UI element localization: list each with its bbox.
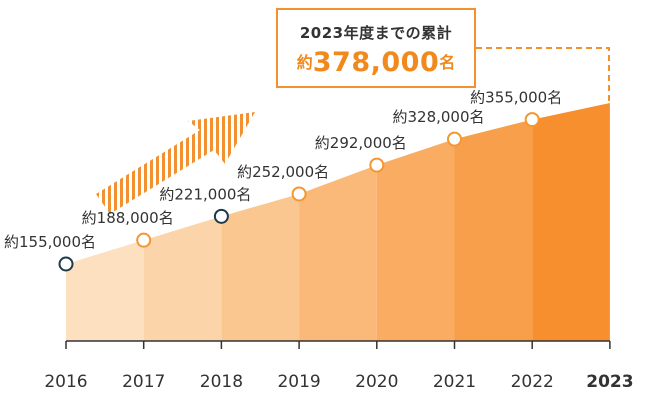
area-band-2020 <box>376 139 455 341</box>
data-point-2020 <box>369 157 385 173</box>
area-band-2016 <box>66 240 144 341</box>
callout-connector <box>476 47 610 104</box>
callout-value: 378,000 <box>312 47 440 78</box>
x-tick-label-2017: 2017 <box>122 372 165 392</box>
data-labels: 約155,000名 約188,000名 約221,000名 約252,000名 約292… <box>4 89 562 251</box>
data-label-2017: 約188,000名 <box>82 209 174 227</box>
callout-unit: 名 <box>439 53 456 72</box>
data-point-2017 <box>136 232 152 248</box>
x-tick-label-2023: 2023 <box>586 372 633 392</box>
callout-prefix: 約 <box>296 53 313 72</box>
callout-heading: 2023年度までの累計 <box>299 24 453 42</box>
data-point-2021 <box>447 131 462 147</box>
total-callout: 2023年度までの累計 約378,000名 <box>276 8 476 88</box>
area-band-2021 <box>454 119 533 342</box>
data-point-2022 <box>524 112 540 128</box>
data-label-2021: 約328,000名 <box>392 108 484 126</box>
growth-arrow-decoration <box>96 112 255 214</box>
x-axis-labels: 2016 2017 2018 2019 2020 2021 2022 2023 <box>44 372 633 392</box>
x-axis-ticks <box>65 341 611 349</box>
callout-total: 約378,000名 <box>278 47 474 78</box>
x-tick-label-2022: 2022 <box>511 372 554 392</box>
data-point-2019 <box>291 186 307 202</box>
area-bands <box>66 103 610 342</box>
area-band-2022 <box>532 103 610 341</box>
x-tick-label-2018: 2018 <box>200 372 243 392</box>
area-band-2017 <box>143 216 222 341</box>
data-label-2020: 約292,000名 <box>315 134 407 152</box>
x-tick-label-2019: 2019 <box>277 372 320 392</box>
data-label-2022: 約355,000名 <box>470 89 562 107</box>
area-band-2019 <box>299 165 377 341</box>
data-point-2018 <box>213 208 229 224</box>
data-markers <box>58 112 540 272</box>
x-tick-label-2021: 2021 <box>433 372 476 392</box>
area-band-2018 <box>221 193 300 341</box>
x-tick-label-2020: 2020 <box>355 372 398 392</box>
data-label-2016: 約155,000名 <box>4 233 96 251</box>
data-label-2018: 約221,000名 <box>159 185 251 203</box>
x-tick-label-2016: 2016 <box>44 372 87 392</box>
data-label-2019: 約252,000名 <box>237 163 329 181</box>
data-point-2016 <box>58 256 74 272</box>
